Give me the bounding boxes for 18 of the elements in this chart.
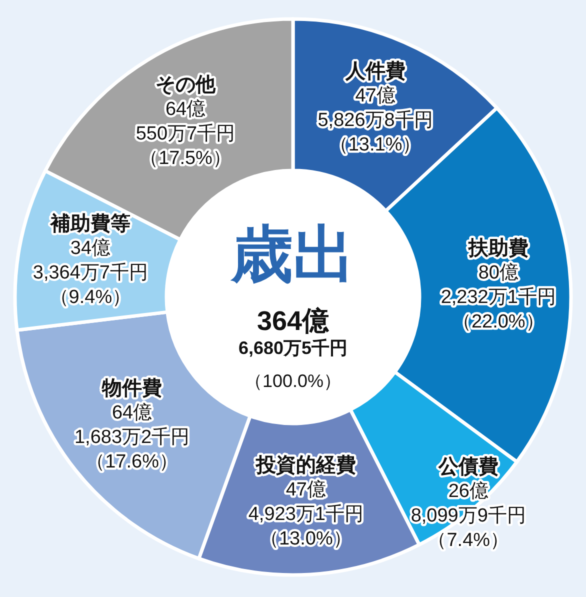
data-label: 47億4,923万1千円（13.0%） xyxy=(248,480,364,550)
slice-label: 扶助費 xyxy=(467,238,528,260)
slice-label: 公債費 xyxy=(437,456,498,478)
data-label: 47億5,826万8千円（13.1%） xyxy=(318,86,433,156)
data-label: 34億3,364万7千円（9.4%） xyxy=(32,238,148,308)
slice-label: 人件費 xyxy=(344,60,406,83)
data-label: 64億550万7千円（17.5%） xyxy=(136,98,236,169)
text: （100.0%） xyxy=(244,371,342,391)
text: 6,680万5千円 xyxy=(238,338,348,358)
data-label: 64億1,683万2千円（17.6%） xyxy=(74,402,190,472)
slice-label: 補助費等 xyxy=(49,212,130,236)
data-label: 26億8,099万9千円（7.4%） xyxy=(410,480,526,551)
slice-label: 投資的経費 xyxy=(254,454,356,477)
text: 歳出 xyxy=(230,220,355,290)
data-label: 80億2,232万1千円（22.0%） xyxy=(440,262,556,333)
text: 364億 xyxy=(256,306,330,336)
slice-label: その他 xyxy=(156,74,217,96)
slice-label: 物件費 xyxy=(101,377,162,400)
